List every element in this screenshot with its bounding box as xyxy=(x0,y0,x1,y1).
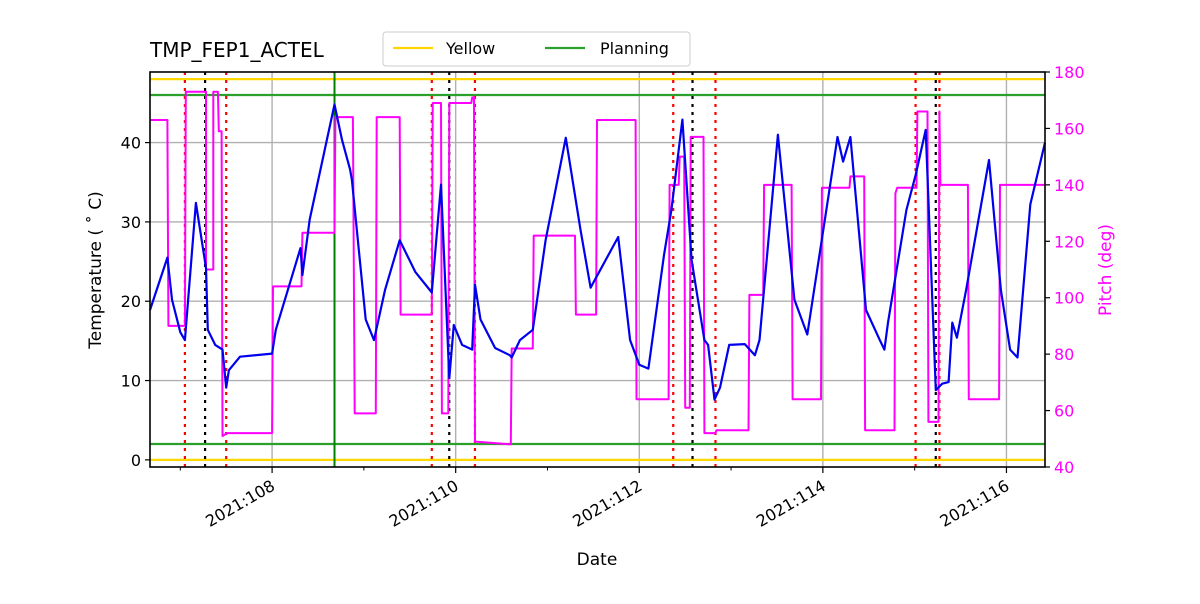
x-axis-title: Date xyxy=(577,550,618,570)
series-layer xyxy=(148,90,1047,446)
x-tick-label: 2021:116 xyxy=(937,476,1013,531)
y-tick-label: 40 xyxy=(121,134,141,153)
y-tick-label: 20 xyxy=(121,292,141,311)
y-tick-label: 30 xyxy=(121,213,141,232)
chart-title: TMP_FEP1_ACTEL xyxy=(149,38,325,62)
y2-tick-label: 120 xyxy=(1054,232,1085,251)
y2-tick-label: 160 xyxy=(1054,119,1085,138)
y2-tick-label: 80 xyxy=(1054,345,1074,364)
x-tick-label: 2021:110 xyxy=(386,476,462,531)
series-pitch xyxy=(150,90,1045,446)
y2-tick-label: 60 xyxy=(1054,402,1074,421)
vertical-markers xyxy=(183,72,941,467)
x-tick-label: 2021:108 xyxy=(202,476,278,531)
plot-frame xyxy=(149,71,1046,468)
series-temperature xyxy=(148,103,1047,401)
y2-tick-label: 140 xyxy=(1054,176,1085,195)
legend-planning-label: Planning xyxy=(600,39,669,58)
x-tick-label: 2021:112 xyxy=(569,476,645,531)
y2-tick-label: 100 xyxy=(1054,289,1085,308)
y2-tick-label: 180 xyxy=(1054,63,1085,82)
y2-axis-title: Pitch (deg) xyxy=(1096,224,1116,316)
y2-tick-label: 40 xyxy=(1054,458,1074,477)
y-axis-title: Temperature ( ˚ C) xyxy=(85,191,106,350)
y-tick-label: 0 xyxy=(131,451,141,470)
limit-lines xyxy=(150,78,1045,461)
y-tick-label: 10 xyxy=(121,372,141,391)
legend-yellow-label: Yellow xyxy=(445,39,495,58)
x-tick-label: 2021:114 xyxy=(753,476,829,531)
legend: Yellow Planning xyxy=(382,31,691,67)
legend-box xyxy=(382,31,691,67)
